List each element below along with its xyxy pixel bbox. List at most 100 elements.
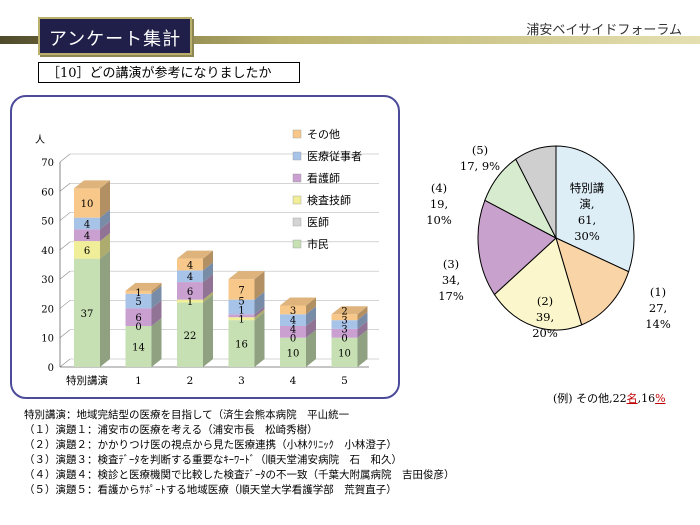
bar-segment	[177, 282, 203, 300]
title-box: アンケート集計	[38, 17, 192, 55]
data-label: 3	[341, 325, 347, 336]
data-label: 4	[290, 316, 296, 327]
bar-top	[125, 282, 162, 291]
example-prefix: (例) その他,	[553, 392, 613, 405]
pie-label-line: 39,	[536, 310, 554, 324]
bar-segment	[331, 320, 358, 329]
title-bar	[0, 36, 700, 44]
data-label: 2	[341, 307, 347, 318]
pie-label-line: (1)	[650, 285, 666, 299]
data-label: 1	[187, 297, 193, 308]
data-label: 10	[81, 199, 94, 210]
pie-slice	[555, 237, 630, 326]
footnote: （１）演題１：浦安市の医療を考える（浦安市長 松崎秀樹）	[24, 424, 318, 436]
y-tick-label: 20	[41, 304, 54, 315]
x-tick-label: 4	[290, 375, 297, 387]
data-label: 7	[238, 285, 244, 296]
y-tick-label: 30	[41, 275, 54, 286]
data-label: 4	[187, 272, 193, 283]
legend-swatch	[292, 129, 302, 139]
x-tick-label: 2	[187, 375, 194, 387]
bar-segment-side	[100, 221, 110, 242]
data-label: 0	[341, 334, 347, 345]
pie-slice	[493, 237, 583, 331]
example-count: 22	[612, 392, 627, 405]
bar-segment-side	[306, 297, 316, 315]
example-percent: 16	[641, 392, 656, 405]
data-label: 37	[81, 309, 94, 320]
legend-label: 医師	[307, 216, 329, 229]
bar-segment-side	[254, 306, 265, 318]
bar-segment	[280, 314, 306, 326]
bar-segment	[228, 320, 255, 367]
footnotes: 特別講演：地域完結型の医療を目指して（済生会熊本病院 平山統一 （１）演題１：浦…	[24, 408, 455, 498]
gridline-side	[59, 241, 71, 251]
x-tick-label: 5	[341, 375, 348, 387]
bar-top	[331, 306, 368, 315]
legend-label: 検査技師	[307, 193, 351, 207]
pie-label-line: 20%	[532, 326, 558, 340]
page-title: アンケート集計	[48, 29, 182, 50]
pie-label-line: (5)	[472, 143, 488, 157]
data-label: 6	[84, 246, 90, 257]
pie-slice	[555, 145, 635, 273]
data-label: 0	[290, 334, 296, 345]
example-sep: ,	[637, 392, 642, 405]
data-label: 4	[84, 231, 90, 242]
legend-swatch	[292, 151, 302, 161]
data-label: 10	[287, 348, 300, 359]
bar-segment	[228, 314, 255, 318]
example-unit: 名	[626, 392, 638, 405]
bar-segment-side	[254, 271, 265, 300]
bar-segment	[331, 337, 358, 367]
bar-segment-side	[306, 318, 316, 338]
example-note: (例) その他,22名,16%	[553, 390, 666, 406]
pie-label-line: 19,	[430, 197, 448, 211]
legend-label: 市民	[307, 237, 329, 251]
data-label: 0	[135, 322, 141, 333]
bar-segment	[74, 188, 100, 218]
bar-segment	[177, 258, 203, 271]
bar-top	[280, 297, 316, 306]
legend-label: その他	[307, 128, 340, 141]
pie-label-line: (2)	[537, 294, 553, 308]
y-axis-label: 人	[35, 134, 45, 146]
bar-segment-side	[357, 312, 368, 329]
data-label: 1	[238, 315, 244, 326]
bar-segment-side	[254, 291, 265, 315]
pie-label-line: (4)	[431, 181, 447, 195]
gridline-side	[59, 212, 71, 221]
pie-label-line: 27,	[649, 301, 667, 315]
pie-label: 特別講演, 61, 30%	[570, 181, 605, 243]
legend-swatch	[292, 239, 302, 249]
bar-segment-side	[306, 306, 316, 326]
bar-segment	[74, 229, 100, 242]
bar-top	[74, 180, 110, 189]
bar-segment-side	[203, 250, 213, 271]
pie-label-line: 10%	[426, 213, 452, 227]
footnote: （５）演題５：看護からｻﾎﾟｰﾄする地域医療（順天堂大学看護学部 荒賀直子）	[24, 484, 397, 496]
gridline-side	[59, 358, 71, 368]
bar-segment-side	[100, 233, 110, 259]
bar-top	[177, 250, 213, 259]
data-label: 6	[135, 313, 141, 324]
bar-segment	[331, 328, 358, 338]
data-label: 3	[290, 306, 296, 317]
bar-segment	[177, 302, 203, 367]
bar-segment-side	[100, 250, 110, 367]
legend-label: 看護師	[307, 171, 340, 185]
data-label: 14	[132, 343, 145, 354]
pie-label-line: 17%	[438, 289, 464, 303]
pie-label-line: 30%	[574, 229, 600, 243]
pie-label-line: 61,	[578, 213, 596, 227]
bar-segment-side	[254, 309, 265, 321]
y-tick-label: 50	[41, 217, 54, 228]
bar-segment-side	[100, 209, 110, 230]
data-label: 5	[238, 297, 244, 308]
y-tick-label: 10	[41, 334, 54, 345]
legend-swatch	[292, 173, 302, 183]
bar-segment-side	[203, 291, 213, 303]
pie-label: (5) 17, 9%	[460, 143, 500, 173]
y-tick-label: 40	[41, 246, 54, 257]
bar-segment	[331, 314, 358, 321]
